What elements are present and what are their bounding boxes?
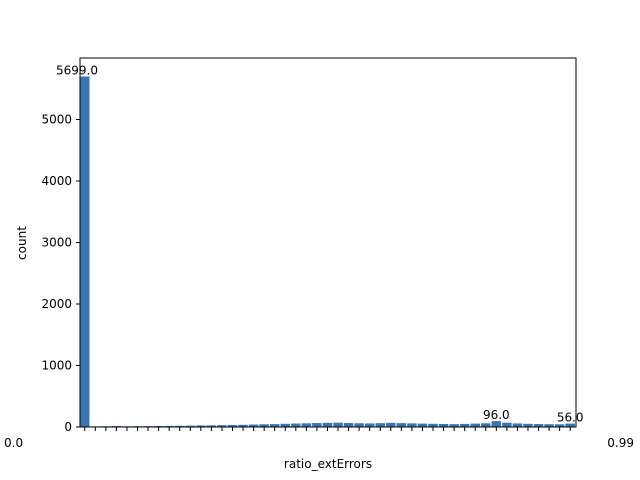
x-axis: 0.0 0.99 (4, 427, 634, 450)
bar (322, 422, 333, 427)
plot-frame (79, 57, 577, 428)
bar (80, 76, 90, 427)
bar (333, 422, 343, 427)
bar (375, 423, 385, 427)
bar (238, 424, 248, 427)
bar (428, 423, 438, 427)
bar (565, 423, 575, 427)
y-tick-label: 4000 (41, 174, 72, 188)
y-tick-label: 2000 (41, 297, 72, 311)
bar (449, 424, 459, 427)
bar (364, 423, 375, 427)
bar (396, 423, 407, 427)
y-tick-label: 0 (64, 420, 72, 434)
bar (481, 423, 491, 427)
bar (354, 423, 364, 427)
bar (343, 423, 354, 427)
bar (407, 423, 417, 427)
bar (227, 424, 238, 427)
bar (386, 422, 396, 427)
bar (544, 424, 554, 427)
x-axis-title: ratio_extErrors (284, 457, 372, 471)
y-tick-label: 1000 (41, 359, 72, 373)
bar (174, 425, 185, 427)
bar (417, 423, 428, 427)
bar-value-label: 5699.0 (56, 64, 98, 78)
bar (269, 424, 280, 427)
bar (312, 423, 322, 427)
bar (301, 423, 312, 427)
bar (533, 424, 544, 427)
bar (491, 421, 502, 427)
bar (164, 425, 174, 427)
x-tick-label-last: 0.99 (607, 436, 634, 450)
bar (438, 423, 449, 427)
y-axis: 0 1000 2000 3000 4000 5000 (41, 113, 80, 434)
bar (523, 423, 533, 427)
bar (248, 424, 259, 427)
bar (291, 423, 301, 427)
bar (470, 423, 480, 427)
bar (554, 424, 565, 427)
bar (217, 425, 227, 427)
bar (196, 425, 206, 427)
y-axis-title: count (15, 226, 29, 260)
bars-group (80, 76, 575, 427)
bar (259, 424, 269, 427)
bar (206, 425, 217, 427)
bar (280, 423, 291, 427)
x-tick-label-first: 0.0 (4, 436, 23, 450)
bar-labels: 5699.0 96.0 56.0 (56, 64, 584, 425)
bar-value-label: 96.0 (483, 408, 510, 422)
bar (459, 423, 470, 427)
y-tick-label: 5000 (41, 113, 72, 127)
bar (185, 425, 196, 427)
y-tick-label: 3000 (41, 236, 72, 250)
bar-value-label: 56.0 (557, 411, 584, 425)
bar (502, 422, 512, 427)
bar (512, 423, 523, 427)
